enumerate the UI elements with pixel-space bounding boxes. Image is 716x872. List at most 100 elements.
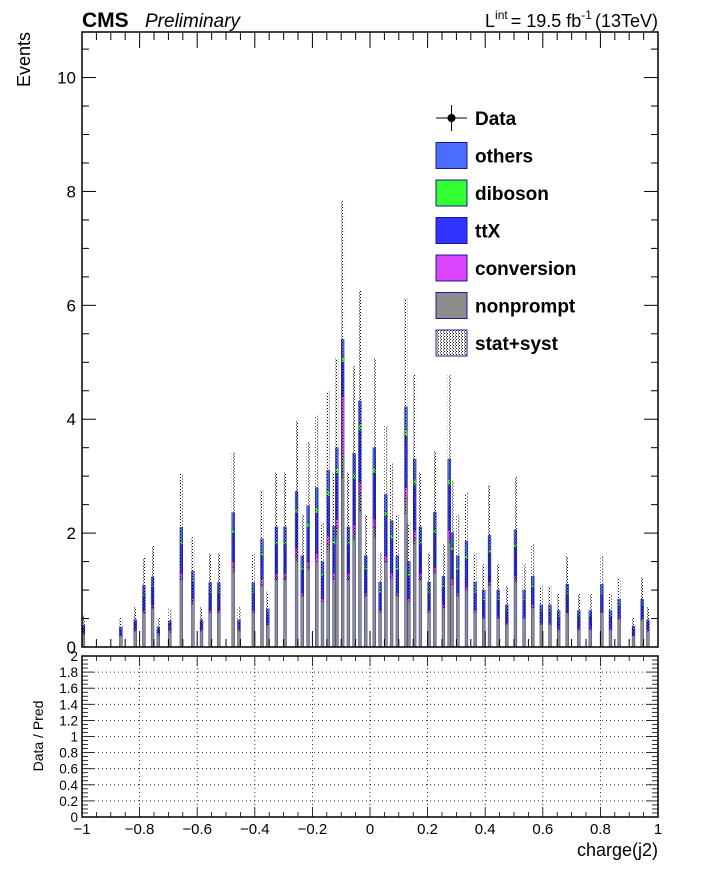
uncertainty-band	[640, 577, 644, 621]
bar-nonprompt	[447, 538, 451, 648]
luminosity-label: Lint = 19.5 fb-1 (13TeV)	[485, 8, 658, 31]
uncertainty-band	[390, 463, 394, 578]
bar-nonprompt	[119, 635, 123, 648]
bar-nonprompt	[142, 612, 146, 648]
legend-swatch-nonprompt	[435, 292, 468, 319]
uncertainty-band	[407, 523, 411, 601]
uncertainty-band	[372, 358, 376, 538]
legend: Data others diboson ttX conversion nonprompt s…	[435, 105, 576, 357]
bar-nonprompt	[418, 578, 423, 648]
bar-nonprompt	[306, 567, 310, 648]
uncertainty-band	[378, 552, 382, 612]
uncertainty-band	[119, 618, 123, 637]
uncertainty-band	[251, 553, 255, 612]
bar-nonprompt	[315, 561, 319, 648]
uncertainty-band	[346, 472, 350, 581]
uncertainty-band	[260, 490, 264, 588]
uncertainty-band	[168, 609, 172, 633]
uncertainty-band	[231, 452, 235, 574]
bar-nonprompt	[505, 624, 509, 648]
ratio-grid	[81, 655, 659, 818]
bar-nonprompt	[646, 629, 650, 648]
bar-nonprompt	[346, 578, 351, 648]
uncertainty-band	[208, 553, 212, 612]
lumi-exp: -1	[581, 8, 592, 22]
bar-nonprompt	[413, 538, 417, 648]
bar-nonprompt	[364, 595, 368, 648]
preliminary-label: Preliminary	[145, 11, 242, 32]
uncertainty-band	[133, 607, 137, 632]
uncertainty-band	[557, 594, 561, 627]
bar-nonprompt	[404, 498, 408, 648]
uncertainty-band	[577, 594, 581, 627]
uncertainty-band	[427, 552, 431, 612]
bar-nonprompt	[631, 635, 636, 648]
bar-nonprompt	[320, 601, 325, 648]
uncertainty-band	[482, 564, 486, 616]
bar-nonprompt	[199, 629, 204, 648]
bar-nonprompt	[332, 578, 336, 648]
uncertainty-band	[522, 564, 526, 616]
uncertainty-band	[341, 201, 345, 478]
uncertainty-band	[418, 472, 422, 581]
bar-nonprompt	[464, 589, 469, 648]
uncertainty-band	[179, 473, 183, 582]
uncertainty-band	[496, 564, 500, 616]
uncertainty-band	[300, 514, 304, 597]
uncertainty-band	[321, 523, 324, 601]
lumi-sup: int	[495, 8, 508, 22]
ratio-y-tick-label: 1.2	[59, 713, 78, 728]
x-tick-label: 0.2	[417, 821, 438, 838]
bar-nonprompt	[358, 493, 362, 648]
uncertainty-band	[565, 556, 569, 613]
uncertainty-band	[539, 585, 543, 624]
y-tick-label: 8	[67, 182, 76, 201]
bar-nonprompt	[531, 606, 535, 648]
uncertainty-band	[217, 553, 221, 612]
bar-nonprompt	[294, 555, 299, 648]
uncertainty-band	[151, 545, 154, 609]
x-tick-label: −0.2	[298, 821, 328, 838]
bar-nonprompt	[450, 584, 454, 648]
uncertainty-band	[465, 493, 468, 589]
bar-nonprompt	[133, 629, 137, 648]
uncertainty-band	[142, 557, 146, 614]
uncertainty-band	[364, 514, 368, 597]
uncertainty-band	[191, 537, 195, 606]
uncertainty-band	[505, 585, 509, 624]
bar-nonprompt	[513, 578, 518, 648]
ratio-y-tick-label: 1	[70, 730, 78, 745]
uncertainty-band	[531, 544, 535, 609]
uncertainty-band	[450, 481, 454, 585]
legend-data-marker	[447, 114, 456, 122]
uncertainty-band	[82, 615, 85, 636]
bar-nonprompt	[326, 544, 330, 648]
x-tick-label: 0.6	[532, 821, 553, 838]
legend-swatch-diboson	[435, 179, 468, 207]
ratio-y-tick-label: 0.6	[59, 762, 78, 777]
uncertainty-band	[548, 585, 552, 624]
uncertainty-band	[447, 374, 451, 544]
legend-label: others	[475, 147, 533, 168]
uncertainty-band	[514, 476, 517, 583]
x-tick-label: 0.8	[590, 821, 611, 838]
ratio-y-tick-label: 0.4	[59, 778, 78, 793]
cms-label: CMS	[82, 9, 129, 32]
x-tick-label: −0.4	[240, 821, 270, 838]
uncertainty-band	[600, 556, 604, 613]
ratio-y-tick-label: 0.8	[59, 746, 78, 761]
bar-nonprompt	[283, 578, 287, 648]
legend-swatch-others	[435, 142, 468, 169]
bar-nonprompt	[260, 584, 264, 648]
x-tick-label: −1	[73, 821, 90, 838]
uncertainty-band	[413, 374, 417, 544]
lumi-energy: (13TeV)	[595, 11, 658, 31]
legend-label: Data	[475, 109, 517, 130]
bar-nonprompt	[588, 629, 592, 648]
uncertainty-band	[326, 391, 330, 550]
ratio-y-tick-label: 1.6	[59, 681, 78, 696]
x-tick-label: 1	[654, 821, 662, 838]
uncertainty-band	[274, 472, 278, 581]
ratio-y-tick-label: 1.4	[59, 697, 78, 712]
uncertainty-band	[358, 290, 362, 512]
